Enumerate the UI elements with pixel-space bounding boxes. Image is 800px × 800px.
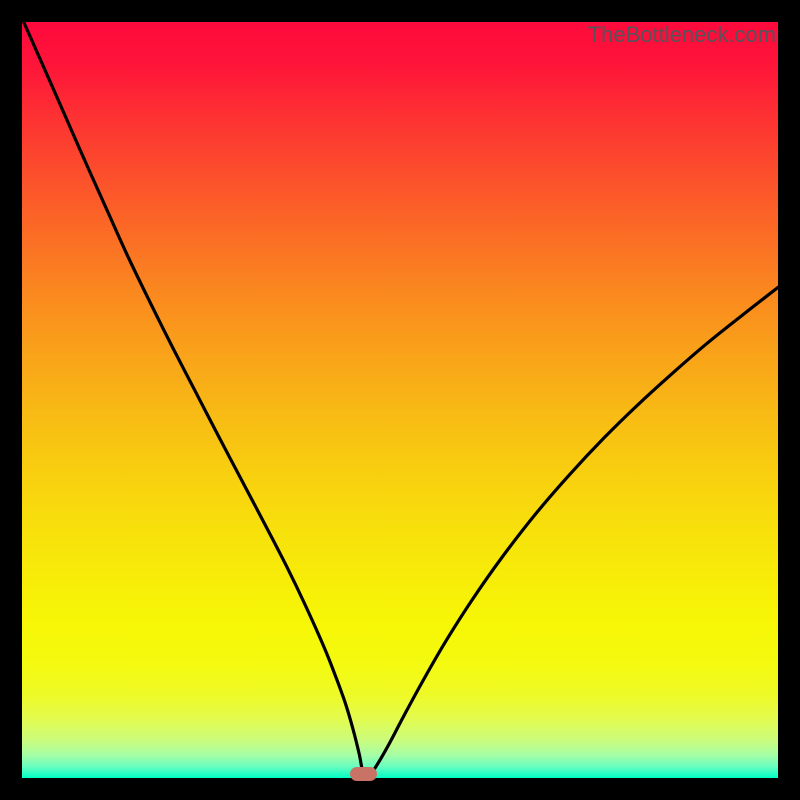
optimal-point-marker [350,767,377,781]
bottleneck-curve [22,22,778,778]
plot-area: TheBottleneck.com [22,22,778,778]
watermark-text: TheBottleneck.com [588,22,776,48]
chart-container: TheBottleneck.com [0,0,800,800]
